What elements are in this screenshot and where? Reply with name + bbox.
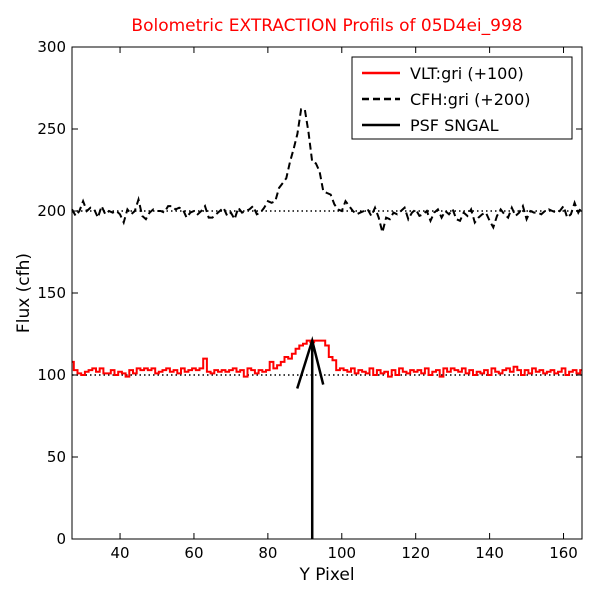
series-cfh-line: [71, 108, 583, 233]
legend-label-cfh: CFH:gri (+200): [410, 90, 531, 109]
y-tick-label-100: 100: [37, 366, 66, 384]
x-tick-label-40: 40: [110, 544, 129, 562]
y-tick-label-300: 300: [37, 38, 66, 56]
x-tick-label-120: 120: [401, 544, 430, 562]
x-tick-label-60: 60: [184, 544, 203, 562]
y-tick-label-150: 150: [37, 284, 66, 302]
x-axis-label: Y Pixel: [298, 565, 354, 585]
psf-arrow-head: [296, 335, 325, 389]
ticks: 40 60 80 100 120 140 160 0 50 100 150 200 250 300: [37, 38, 582, 562]
legend-label-vlt: VLT:gri (+100): [410, 64, 524, 83]
y-tick-label-250: 250: [37, 120, 66, 138]
x-tick-label-160: 160: [549, 544, 578, 562]
series-layer: [71, 108, 583, 539]
x-tick-label-100: 100: [327, 544, 356, 562]
series-vlt-line: [72, 339, 582, 378]
y-axis-label: Flux (cfh): [14, 253, 34, 333]
y-tick-label-50: 50: [47, 448, 66, 466]
x-tick-label-80: 80: [258, 544, 277, 562]
y-tick-label-0: 0: [56, 530, 66, 548]
y-tick-label-200: 200: [37, 202, 66, 220]
legend: VLT:gri (+100) CFH:gri (+200) PSF SNGAL: [351, 56, 573, 140]
legend-label-psf: PSF SNGAL: [410, 116, 499, 135]
chart-title: Bolometric EXTRACTION Profils of 05D4ei_…: [131, 16, 522, 36]
x-tick-label-140: 140: [475, 544, 504, 562]
